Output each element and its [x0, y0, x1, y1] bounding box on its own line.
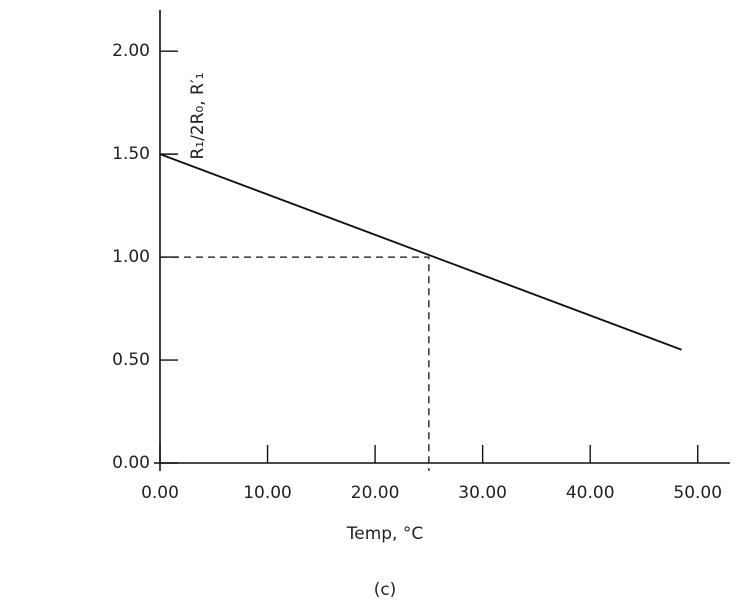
y-tick-label: 1.00 — [112, 247, 150, 267]
y-tick-label: 2.00 — [112, 41, 150, 61]
caption: (c) — [374, 580, 397, 600]
y-tick-label: 0.00 — [112, 453, 150, 473]
guide-line — [160, 256, 430, 471]
y-tick-label: 1.50 — [112, 144, 150, 164]
y-axis-label: R₁/2R₀, R′₁ — [188, 72, 208, 159]
x-tick-label: 30.00 — [458, 483, 507, 503]
data-line — [159, 153, 682, 351]
x-axis-label: Temp, °C — [346, 524, 423, 544]
x-tick-label: 0.00 — [141, 483, 179, 503]
y-tick-label: 0.50 — [112, 350, 150, 370]
x-tick-label: 20.00 — [351, 483, 400, 503]
x-tick-label: 40.00 — [566, 483, 615, 503]
x-tick-label: 10.00 — [243, 483, 292, 503]
x-tick-label: 50.00 — [673, 483, 722, 503]
